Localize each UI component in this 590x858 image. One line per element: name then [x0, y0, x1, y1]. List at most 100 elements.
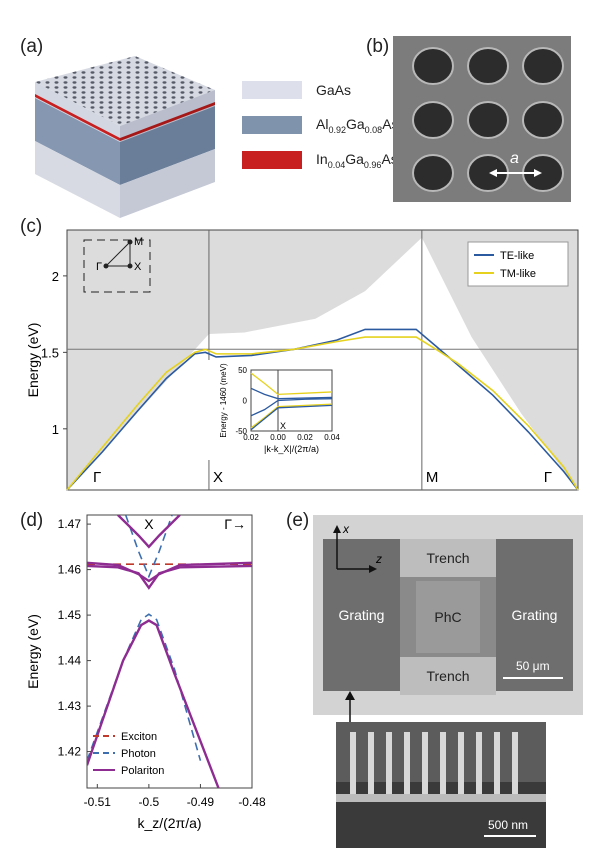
d-x-tick-label-2: -0.49 [187, 795, 215, 809]
legend-label-gaas: GaAs [316, 82, 352, 98]
inset-series-2 [250, 398, 333, 417]
legend-swatch-gaas [242, 81, 302, 99]
polariton-chart: 1.42 1.43 1.44 1.45 1.46 1.47 -0.51 -0.5 -0.49 -0… [25, 514, 266, 831]
inset-x-tick-label-0: 0.02 [243, 433, 259, 442]
legend-label-0: TE-like [500, 250, 534, 262]
inset-x-axis-label: |k-k_X|/(2π/a) [264, 444, 319, 454]
inset-series-1 [250, 387, 333, 400]
x-label-x: X [213, 469, 223, 486]
lattice-arrow [489, 169, 542, 177]
device-sem-image: Grating Grating Trench PhC Trench x z 50… [313, 515, 583, 735]
material-legend: GaAs Al0.92Ga0.08As In0.04Ga0.96As [242, 80, 399, 170]
scale-bar-main [503, 677, 563, 679]
bz-label-m: M [134, 236, 143, 248]
legend-label-algaas: Al0.92Ga0.08As [316, 115, 399, 135]
y-tick-label-2: 2 [52, 269, 59, 284]
scale-bar-inset-label: 500 nm [488, 818, 529, 832]
legend-swatch-algaas [242, 116, 302, 134]
d-y-tick-label-3: 1.45 [58, 608, 82, 622]
sem-hole-array: a [393, 36, 571, 202]
inset-chart: -50 0 50 0.02 0.00 0.02 0.04 X |k-k_X|/(2π/a) Ene… [205, 360, 342, 460]
inset-frame [250, 369, 333, 432]
d-y-tick-label-4: 1.46 [58, 563, 82, 577]
inset-series-0 [250, 372, 333, 396]
y-tick-label-1: 1.5 [41, 345, 59, 360]
phc-region: PhC [416, 581, 480, 653]
d-y-tick-label-2: 1.44 [58, 654, 82, 668]
bz-point-x [127, 263, 133, 269]
d-y-tick-label-0: 1.42 [58, 745, 82, 759]
y-axis-label: Energy (eV) [25, 323, 41, 398]
inset-x-tick-label-3: 0.04 [324, 433, 340, 442]
scale-bar-inset [484, 835, 536, 837]
scale-bar-main-label: 50 μm [516, 659, 550, 673]
band-tm-like [66, 336, 579, 491]
d-x-point-label: X [144, 516, 154, 532]
polariton-frame [86, 514, 253, 789]
band-legend: TE-like TM-like [467, 241, 569, 287]
polariton-series-2 [124, 515, 173, 579]
inset-y-tick-label-0: -50 [235, 427, 247, 436]
polariton-series-5 [87, 564, 252, 590]
plot-frame [66, 229, 579, 491]
d-x-tick-label-1: -0.5 [139, 795, 160, 809]
panel-label-d: (d) [20, 510, 44, 531]
legend-box [467, 241, 569, 287]
d-legend-label-1: Photon [121, 748, 156, 760]
legend-algaas: Al0.92Ga0.08As [242, 115, 399, 135]
trench-bottom-region: Trench [400, 657, 496, 695]
polariton-series-4 [87, 561, 252, 583]
panel-label-c: (c) [20, 216, 43, 237]
axis-indicator: x z [333, 522, 382, 573]
panel-label-a: (a) [20, 36, 44, 57]
inset-x-tick-label-1: 0.00 [270, 433, 286, 442]
inset-x-point-label: X [280, 421, 286, 431]
d-y-tick-label-5: 1.47 [58, 517, 82, 531]
axis-x-label: x [342, 522, 350, 536]
x-label-gamma-end: Γ [544, 469, 552, 486]
polariton-series-6 [117, 515, 181, 549]
bz-label-x: X [134, 261, 142, 273]
d-x-tick-label-3: -0.48 [238, 795, 266, 809]
trench-top-label: Trench [426, 550, 470, 566]
legend-label-ingaas: In0.04Ga0.96As [316, 150, 398, 170]
inset-y-tick-label-2: 50 [238, 366, 247, 375]
inset-series-4 [250, 404, 333, 431]
legend-swatch-ingaas [242, 151, 302, 169]
inset-y-axis-label: Energy - 1460 (meV) [219, 363, 228, 438]
layered-cube-illustration [35, 56, 215, 218]
d-legend-label-0: Exciton [121, 731, 157, 743]
legend-gaas: GaAs [242, 80, 399, 100]
d-y-tick-label-1: 1.43 [58, 699, 82, 713]
bz-triangle [104, 240, 131, 267]
axis-z-label: z [375, 552, 382, 566]
grating-left-label: Grating [338, 607, 385, 623]
inset-series-3 [250, 403, 333, 429]
x-label-m: M [426, 469, 439, 486]
grating-left-region: Grating [323, 539, 400, 691]
grating-inset-sem: 500 nm [336, 722, 546, 848]
d-x-axis-label: k_z/(2π/a) [137, 815, 201, 831]
d-x-tick-label-0: -0.51 [84, 795, 112, 809]
d-legend-label-2: Polariton [121, 765, 164, 777]
d-gamma-label: Γ→ [224, 516, 246, 532]
grating-right-label: Grating [511, 607, 558, 623]
bz-label-gamma: Γ [96, 261, 102, 273]
phc-label: PhC [434, 609, 462, 625]
y-tick-label-0: 1 [52, 422, 59, 437]
trench-bottom-label: Trench [426, 668, 470, 684]
legend-ingaas: In0.04Ga0.96As [242, 150, 399, 170]
bz-point-gamma [103, 263, 109, 269]
lattice-constant-label: a [510, 150, 519, 167]
brillouin-zone-inset: Γ M X [83, 236, 151, 293]
inset-y-tick-label-1: 0 [243, 397, 248, 406]
x-label-gamma-start: Γ [93, 469, 101, 486]
grating-right-region: Grating [496, 539, 573, 691]
grating-teeth [336, 732, 546, 848]
polariton-curves [87, 515, 252, 788]
bz-point-m [127, 239, 133, 245]
polariton-series-3 [87, 619, 220, 788]
inset-x-tick-label-2: 0.02 [297, 433, 313, 442]
legend-label-1: TM-like [500, 268, 536, 280]
